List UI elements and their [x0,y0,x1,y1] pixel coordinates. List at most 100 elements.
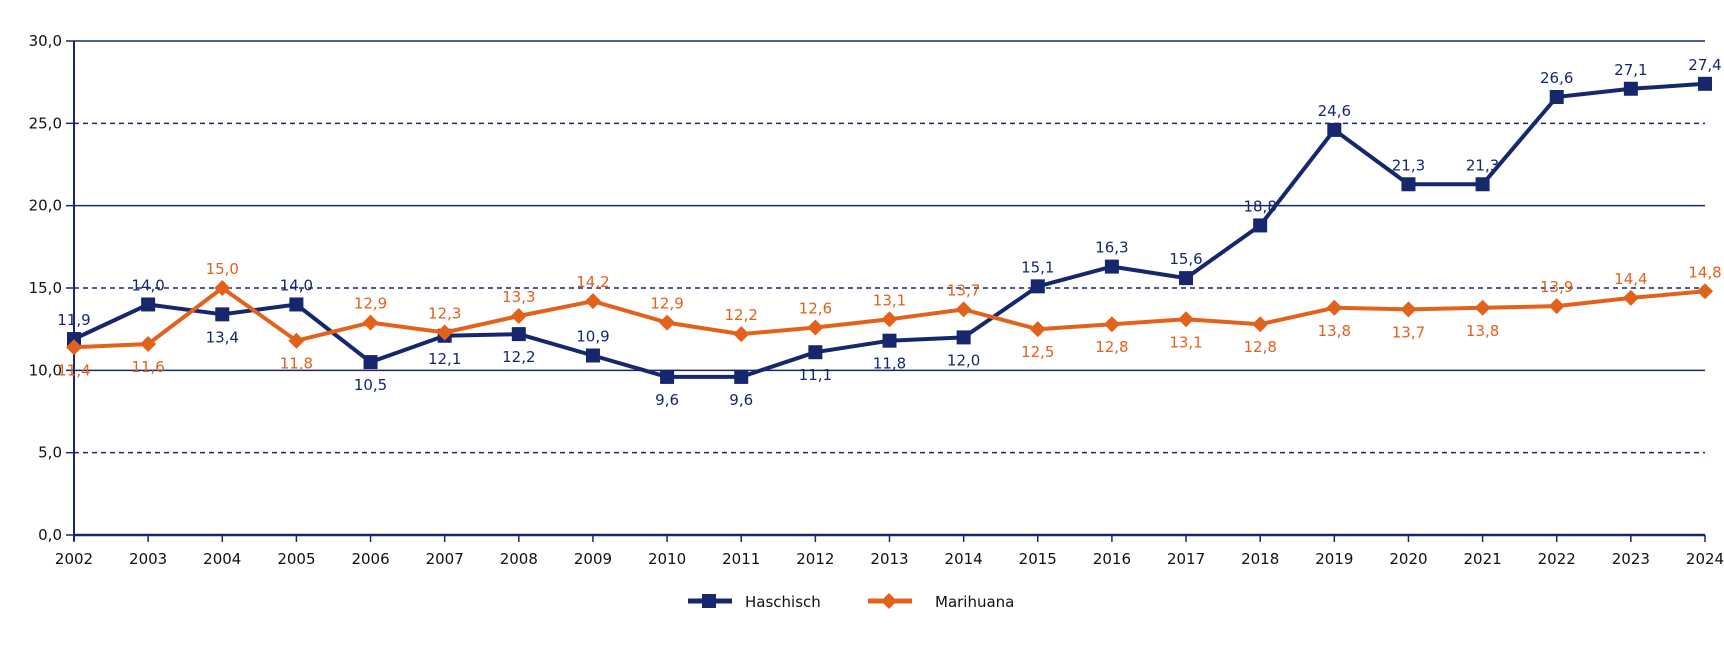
legend-item-marihuana[interactable]: Marihuana [868,593,1014,611]
data-label-haschisch: 12,1 [428,350,461,368]
data-point-haschisch [1475,177,1490,192]
data-label-marihuana: 13,1 [873,291,906,309]
data-point-marihuana [214,280,231,296]
data-point-marihuana [1622,289,1639,306]
data-label-haschisch: 26,6 [1540,69,1573,87]
data-label-haschisch: 27,4 [1688,56,1721,74]
legend: Haschisch Marihuana [688,593,1014,611]
data-point-haschisch [956,330,971,345]
data-point-marihuana [807,319,824,336]
data-point-haschisch [1253,218,1268,233]
data-point-haschisch [363,355,378,370]
data-point-marihuana [140,335,157,352]
data-point-marihuana [584,293,601,310]
data-label-haschisch: 18,8 [1243,197,1276,215]
y-tick-label: 0,0 [38,526,62,544]
data-label-marihuana: 13,7 [947,281,980,299]
data-labels: 11,9 14,0 13,4 14,0 10,5 12,1 12,2 10,9 9,6 9,6 11… [57,56,1721,409]
data-label-haschisch: 24,6 [1318,102,1351,120]
data-point-haschisch [289,297,304,312]
y-tick-label: 20,0 [29,197,62,215]
data-point-haschisch [585,348,600,363]
data-point-marihuana [955,301,972,318]
y-tick-label: 30,0 [29,32,62,50]
legend-label-haschisch: Haschisch [745,593,821,611]
data-point-haschisch [1549,89,1564,104]
data-point-marihuana [1474,299,1491,316]
data-label-haschisch: 11,8 [873,355,906,373]
data-label-haschisch: 14,0 [280,276,313,294]
data-label-haschisch: 16,3 [1095,239,1128,257]
data-label-marihuana: 13,8 [1318,322,1351,340]
data-label-haschisch: 10,9 [576,328,609,346]
data-point-marihuana [510,307,527,324]
data-label-haschisch: 10,5 [354,376,387,394]
data-point-haschisch [1179,271,1194,286]
y-tick-label: 10,0 [29,361,62,379]
data-label-marihuana: 14,8 [1688,263,1721,281]
x-tick-label: 2002 [55,550,93,568]
data-point-haschisch [511,327,526,342]
data-label-haschisch: 14,0 [131,276,164,294]
data-point-marihuana [733,326,750,343]
x-tick-label: 2020 [1389,550,1427,568]
data-point-haschisch [67,332,81,347]
legend-item-haschisch[interactable]: Haschisch [688,593,821,611]
data-label-haschisch: 11,9 [57,311,90,329]
data-label-marihuana: 12,3 [428,304,461,322]
data-point-haschisch [882,333,897,348]
x-tick-label: 2007 [426,550,464,568]
grid-lines [74,40,1705,454]
data-label-haschisch: 27,1 [1614,61,1647,79]
legend-square-marker-icon [702,594,716,608]
x-tick-label: 2010 [648,550,686,568]
data-point-marihuana [881,311,898,328]
data-label-marihuana: 13,8 [1466,322,1499,340]
data-label-marihuana: 13,3 [502,288,535,306]
x-tick-label: 2017 [1167,550,1205,568]
data-label-marihuana: 12,8 [1095,338,1128,356]
data-point-haschisch [734,369,749,384]
data-label-marihuana: 11,6 [131,358,164,376]
x-tick-label: 2024 [1686,550,1724,568]
x-tick-label: 2023 [1612,550,1650,568]
x-tick-label: 2006 [351,550,389,568]
data-label-marihuana: 12,8 [1243,338,1276,356]
y-tick-label: 15,0 [29,279,62,297]
data-point-haschisch [1623,81,1638,96]
legend-label-marihuana: Marihuana [935,593,1014,611]
data-label-haschisch: 12,0 [947,351,980,369]
data-label-marihuana: 13,1 [1169,333,1202,351]
x-tick-label: 2021 [1463,550,1501,568]
x-tick-label: 2018 [1241,550,1279,568]
data-label-marihuana: 15,0 [206,260,239,278]
legend-diamond-marker-icon [881,593,897,609]
data-point-marihuana [66,339,82,356]
series-layer [66,76,1713,384]
y-tick-label: 25,0 [29,114,62,132]
data-point-marihuana [436,324,453,341]
x-tick-label: 2012 [796,550,834,568]
data-label-haschisch: 15,6 [1169,250,1202,268]
data-label-marihuana: 14,4 [1614,270,1647,288]
data-label-marihuana: 13,7 [1392,323,1425,341]
x-tick-label: 2008 [500,550,538,568]
data-label-marihuana: 12,6 [799,300,832,318]
data-label-marihuana: 12,9 [354,295,387,313]
x-tick-label: 2009 [574,550,612,568]
data-label-haschisch: 11,1 [799,366,832,384]
data-label-marihuana: 14,2 [576,273,609,291]
data-point-haschisch [1698,76,1712,91]
x-tick-label: 2022 [1538,550,1576,568]
data-point-marihuana [1029,321,1046,338]
data-point-marihuana [1103,316,1120,333]
x-tick-label: 2014 [945,550,983,568]
data-point-marihuana [1400,301,1417,318]
x-tick-label: 2015 [1019,550,1057,568]
x-tick-label: 2019 [1315,550,1353,568]
data-point-haschisch [660,369,675,384]
data-label-haschisch: 21,3 [1392,156,1425,174]
data-label-marihuana: 12,2 [725,306,758,324]
y-axis-ticks: 0,0 5,0 10,0 15,0 20,0 25,0 30,0 [29,32,74,544]
